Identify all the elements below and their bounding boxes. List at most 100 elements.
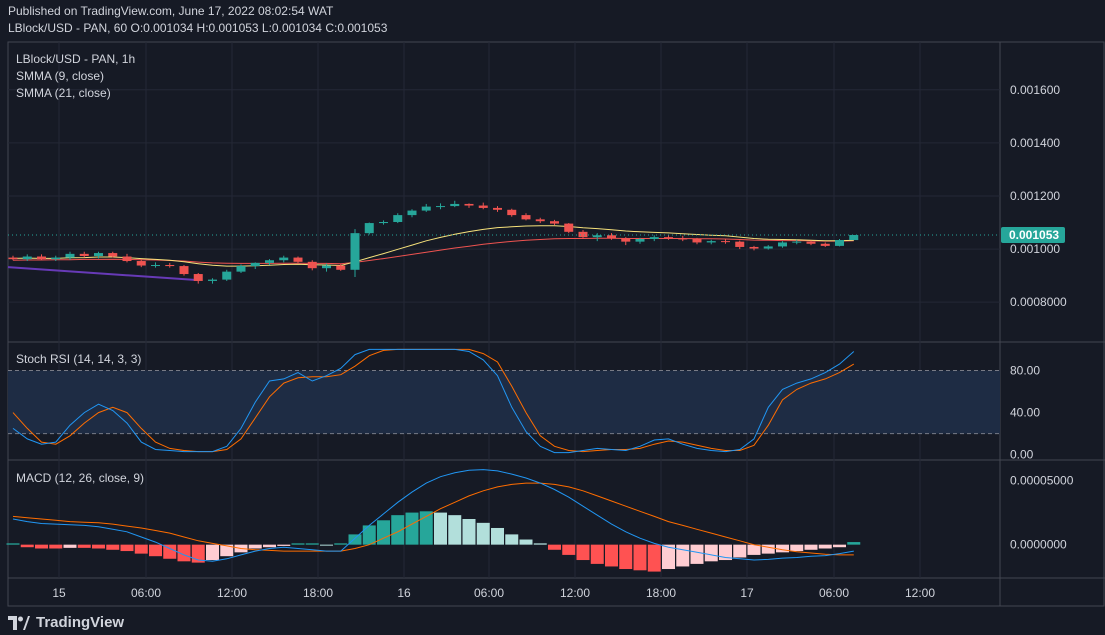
candle-body — [350, 233, 360, 270]
macd-hist-bar — [533, 543, 547, 545]
macd-hist-bar — [562, 544, 576, 555]
candle-body — [293, 257, 303, 262]
candle-body — [393, 215, 403, 222]
candle-body — [250, 262, 260, 267]
time-axis-tick: 12:00 — [905, 586, 935, 600]
candle-body — [721, 241, 730, 243]
candle-body — [65, 253, 75, 258]
macd-axis-tick: 0.00005000 — [1010, 474, 1074, 488]
indicator-legend-item: SMMA (9, close) — [16, 69, 104, 83]
time-axis-tick: 17 — [740, 586, 754, 600]
smma21-line — [12, 237, 854, 265]
candle-body — [806, 241, 816, 244]
candle-body — [763, 246, 773, 249]
chart-border — [7, 41, 1105, 607]
macd-hist-bar — [719, 544, 732, 561]
tradingview-logo-icon — [8, 615, 30, 630]
indicator-legend-item: SMMA (21, close) — [16, 86, 111, 100]
trend-line — [7, 266, 199, 282]
macd-hist-bar — [790, 544, 804, 552]
candle-body — [208, 279, 217, 281]
macd-hist-bar — [20, 544, 34, 548]
macd-hist-bar — [405, 512, 419, 545]
candle-body — [379, 222, 388, 224]
macd-hist-bar — [377, 520, 390, 545]
candle-body — [621, 238, 631, 242]
time-axis-tick: 12:00 — [217, 586, 247, 600]
macd-hist-bar — [690, 544, 704, 564]
candle-body — [578, 231, 588, 238]
macd-hist-bar — [277, 544, 291, 546]
macd-hist-bar — [434, 512, 447, 545]
macd-hist-bar — [448, 515, 462, 545]
macd-hist-bar — [220, 544, 234, 557]
time-axis-tick: 18:00 — [303, 586, 333, 600]
candle-body — [421, 206, 431, 211]
candle-body — [450, 203, 460, 207]
candle-body — [493, 207, 502, 210]
macd-hist-bar — [120, 544, 134, 552]
candle-body — [792, 241, 802, 243]
macd-pane-title: MACD (12, 26, close, 9) — [16, 471, 144, 485]
stoch-axis-tick: 40.00 — [1010, 406, 1040, 420]
macd-hist-bar — [77, 544, 91, 548]
macd-hist-bar — [106, 544, 120, 550]
macd-hist-bar — [419, 511, 433, 545]
time-axis-tick: 06:00 — [819, 586, 849, 600]
candle-body — [407, 210, 417, 216]
candle-body — [236, 266, 246, 272]
candle-body — [179, 266, 189, 275]
candle-body — [265, 260, 274, 263]
macd-line — [12, 469, 854, 562]
macd-hist-bar — [647, 544, 661, 572]
macd-hist-bar — [334, 543, 348, 545]
tradingview-footer[interactable]: TradingView — [8, 614, 124, 631]
macd-hist-bar — [134, 544, 148, 554]
macd-hist-bar — [92, 544, 105, 549]
macd-hist-bar — [35, 544, 48, 549]
macd-hist-bar — [519, 539, 533, 545]
macd-hist-bar — [704, 544, 718, 562]
stoch-axis-tick: 80.00 — [1010, 363, 1040, 377]
macd-hist-bar — [391, 515, 405, 545]
symbol-ohlc-line: LBlock/USD - PAN, 60 O:0.001034 H:0.0010… — [8, 21, 388, 35]
macd-hist-bar — [761, 544, 775, 554]
macd-signal-line — [12, 482, 854, 556]
candle-body — [706, 241, 716, 243]
macd-hist-bar — [619, 544, 633, 570]
candle-body — [193, 274, 203, 281]
price-pane-title: LBlock/USD - PAN, 1h — [16, 52, 135, 66]
candle-body — [749, 246, 759, 249]
macd-hist-bar — [662, 544, 675, 570]
macd-hist-bar — [191, 544, 205, 563]
macd-hist-bar — [263, 544, 276, 548]
candle-body — [550, 221, 559, 224]
macd-axis-tick: 0.0000000 — [1010, 538, 1067, 552]
macd-hist-bar — [505, 534, 519, 545]
macd-hist-bar — [49, 544, 63, 549]
macd-hist-bar — [833, 544, 846, 548]
stoch-band — [8, 370, 1000, 434]
candle-body — [649, 237, 659, 239]
candle-body — [849, 235, 859, 241]
macd-hist-bar — [590, 544, 604, 564]
candle-body — [79, 253, 89, 256]
price-axis-tick: 0.001000 — [1010, 242, 1060, 256]
time-axis-tick: 12:00 — [560, 586, 590, 600]
candle-body — [436, 206, 445, 208]
macd-hist-bar — [291, 543, 305, 545]
candle-body — [136, 261, 146, 266]
last-price-badge — [1001, 227, 1065, 244]
macd-hist-bar — [63, 544, 77, 548]
candle-body — [564, 223, 574, 232]
macd-hist-bar — [476, 522, 490, 545]
candle-body — [521, 215, 531, 220]
candle-body — [507, 209, 517, 216]
time-axis-tick: 16 — [397, 586, 411, 600]
smma9-line — [12, 225, 854, 267]
candle-body — [122, 256, 132, 262]
candle-body — [820, 243, 830, 246]
candle-body — [735, 241, 745, 247]
candle-body — [222, 271, 232, 280]
